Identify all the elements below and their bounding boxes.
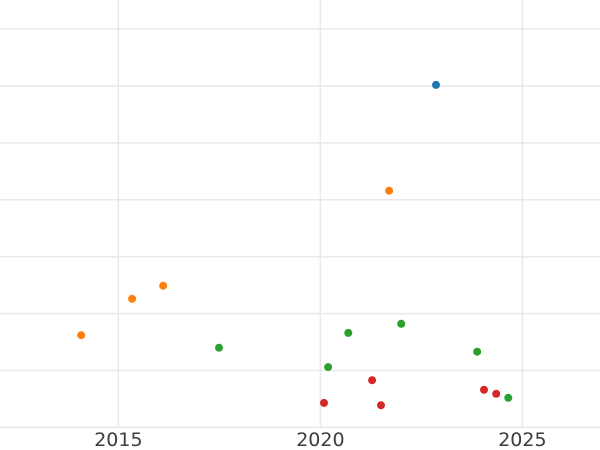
scatter-point-blue xyxy=(432,80,440,89)
scatter-point-green xyxy=(215,343,223,352)
scatter-point-green xyxy=(473,347,482,356)
scatter-point-red xyxy=(368,376,377,385)
x-tick-label: 2020 xyxy=(296,429,344,450)
points-layer xyxy=(77,80,513,410)
scatter-point-green xyxy=(324,363,333,372)
scatter-point-red xyxy=(480,385,488,394)
gridlines-layer xyxy=(0,0,600,429)
scatter-point-orange xyxy=(159,281,168,290)
scatter-point-orange xyxy=(77,331,86,340)
x-axis-tick-labels: 2015 2020 2025 xyxy=(94,429,546,450)
scatter-point-orange xyxy=(128,294,137,303)
scatter-point-green xyxy=(344,328,353,337)
scatter-point-green xyxy=(504,393,513,402)
scatter-point-red xyxy=(492,389,501,398)
x-tick-label: 2025 xyxy=(498,429,546,450)
x-tick-label: 2015 xyxy=(94,429,142,450)
scatter-point-green xyxy=(397,319,406,328)
scatter-point-red xyxy=(320,398,328,407)
scatter-point-orange xyxy=(385,186,394,195)
scatter-point-red xyxy=(377,401,385,410)
